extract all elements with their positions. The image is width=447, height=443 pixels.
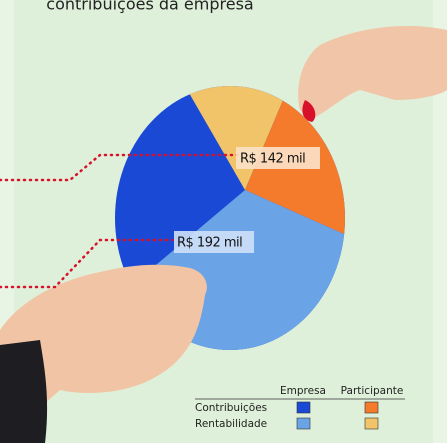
swatch [364,401,379,414]
legend-column: Participante [341,385,404,397]
legend: Empresa Participante Contribuições Renta… [195,385,405,430]
left-hand [0,264,207,443]
leader-line [0,153,240,182]
right-hand [298,25,447,120]
right-border [433,0,447,443]
label-box [174,231,254,253]
nail [302,100,316,122]
legend-row: Contribuições [195,402,267,414]
leader-line [0,238,174,289]
legend-column: Empresa [280,385,326,397]
value-label: R$ 192 mil [177,236,242,251]
swatch [296,417,311,430]
swatch [364,417,379,430]
header-title: contribuições da empresa [46,0,253,14]
swatch [296,401,311,414]
legend-row: Rentabilidade [195,418,267,430]
value-label: R$ 142 mil [240,152,305,167]
label-box [236,147,320,169]
sleeve [0,340,48,443]
